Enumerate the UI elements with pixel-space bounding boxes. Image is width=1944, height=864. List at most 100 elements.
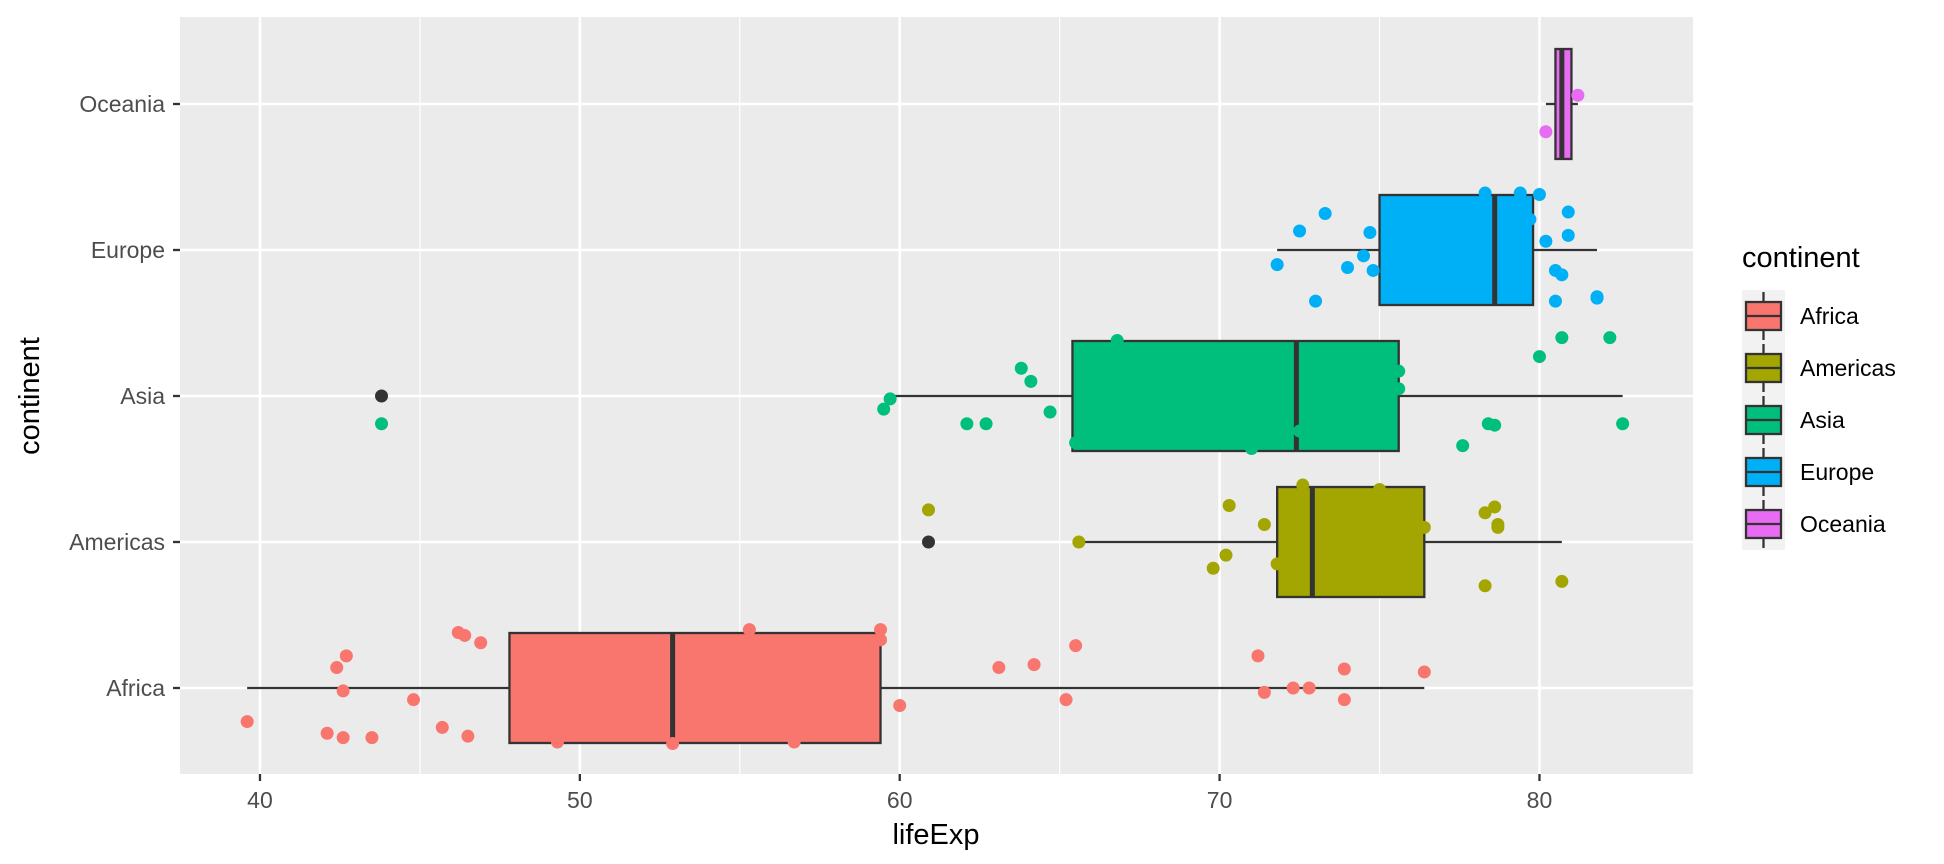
- data-point: [1488, 500, 1502, 514]
- data-point: [1318, 207, 1332, 220]
- data-point: [1043, 405, 1057, 419]
- y-tick-label: Asia: [120, 383, 165, 409]
- data-point: [1293, 224, 1307, 238]
- data-point: [1392, 364, 1406, 378]
- data-point: [1222, 499, 1236, 512]
- data-point: [666, 736, 680, 750]
- data-point: [877, 402, 891, 416]
- data-point: [1309, 294, 1323, 308]
- data-point: [240, 715, 254, 729]
- x-tick-label: 50: [567, 787, 593, 813]
- data-point: [1417, 665, 1431, 679]
- data-point: [883, 392, 897, 406]
- data-point: [330, 661, 344, 675]
- data-point: [320, 726, 334, 740]
- boxes: [508, 47, 1573, 745]
- data-point: [336, 684, 350, 698]
- x-axis-title: lifeExp: [892, 819, 979, 851]
- data-point: [1488, 418, 1502, 432]
- data-point: [1532, 350, 1546, 364]
- outlier-point: [922, 535, 936, 549]
- data-point: [1456, 439, 1470, 453]
- data-point: [1270, 557, 1284, 571]
- data-point: [960, 417, 974, 431]
- data-point: [1293, 424, 1307, 438]
- data-point: [1289, 501, 1303, 515]
- data-point: [1548, 294, 1562, 308]
- data-point: [1478, 579, 1492, 593]
- data-point: [1513, 186, 1527, 200]
- legend-title: continent: [1742, 242, 1860, 274]
- data-point: [365, 731, 379, 745]
- data-point: [1366, 263, 1380, 277]
- data-point: [742, 623, 756, 637]
- data-point: [1555, 574, 1569, 588]
- y-tick-label: Europe: [91, 237, 165, 263]
- x-tick-label: 80: [1527, 787, 1553, 813]
- box-asia: [1071, 339, 1400, 453]
- data-point: [1245, 442, 1259, 456]
- data-point: [1571, 88, 1585, 102]
- data-point: [435, 720, 449, 734]
- data-point: [461, 729, 475, 743]
- data-point: [1590, 290, 1604, 304]
- legend-label: Asia: [1800, 407, 1845, 433]
- jitter-points: [240, 88, 1630, 750]
- data-point: [1027, 658, 1041, 672]
- data-point: [1555, 268, 1569, 282]
- data-point: [1357, 249, 1371, 263]
- data-point: [787, 735, 801, 749]
- y-tick-label: Oceania: [79, 91, 165, 117]
- y-axis-title: continent: [14, 337, 46, 455]
- data-point: [1539, 234, 1553, 248]
- data-point: [1478, 506, 1492, 520]
- data-point: [1363, 225, 1377, 239]
- data-point: [1555, 331, 1569, 345]
- data-point: [1069, 639, 1083, 653]
- data-point: [1286, 681, 1300, 695]
- data-point: [1603, 331, 1617, 345]
- data-point: [1257, 517, 1271, 531]
- data-point: [1523, 212, 1537, 226]
- data-point: [874, 623, 888, 637]
- x-axis: 40 50 60 70 80: [247, 774, 1552, 813]
- outliers: [375, 389, 936, 549]
- data-point: [1373, 482, 1387, 496]
- data-point: [550, 735, 564, 749]
- y-tick-label: Africa: [106, 675, 165, 701]
- data-point: [1539, 125, 1553, 139]
- data-point: [1069, 436, 1083, 450]
- box-africa: [508, 631, 882, 745]
- data-point: [336, 731, 350, 745]
- data-point: [893, 699, 907, 713]
- whiskers: [247, 102, 1623, 690]
- legend: continent Africa Americas Asia Europe Oceani…: [1742, 242, 1896, 550]
- data-point: [1417, 520, 1431, 534]
- legend-label: Europe: [1800, 459, 1874, 485]
- data-point: [1392, 382, 1406, 396]
- data-point: [1270, 258, 1284, 272]
- y-tick-label: Americas: [69, 529, 165, 555]
- data-point: [1014, 361, 1028, 375]
- data-point: [407, 693, 421, 707]
- data-point: [1206, 561, 1220, 575]
- legend-label: Africa: [1800, 303, 1859, 329]
- box-europe: [1378, 193, 1535, 307]
- data-point: [1616, 417, 1630, 431]
- data-point: [474, 636, 488, 650]
- x-tick-label: 60: [887, 787, 913, 813]
- data-point: [1341, 261, 1355, 275]
- data-point: [1561, 205, 1575, 219]
- outlier-point: [375, 389, 389, 403]
- data-point: [1532, 188, 1546, 202]
- data-point: [1337, 662, 1351, 676]
- data-point: [458, 628, 472, 642]
- data-point: [922, 503, 936, 517]
- data-point: [874, 633, 888, 647]
- data-point: [1072, 535, 1086, 549]
- legend-label: Americas: [1800, 355, 1896, 381]
- data-point: [339, 649, 353, 663]
- data-point: [375, 417, 389, 431]
- legend-label: Oceania: [1800, 511, 1886, 537]
